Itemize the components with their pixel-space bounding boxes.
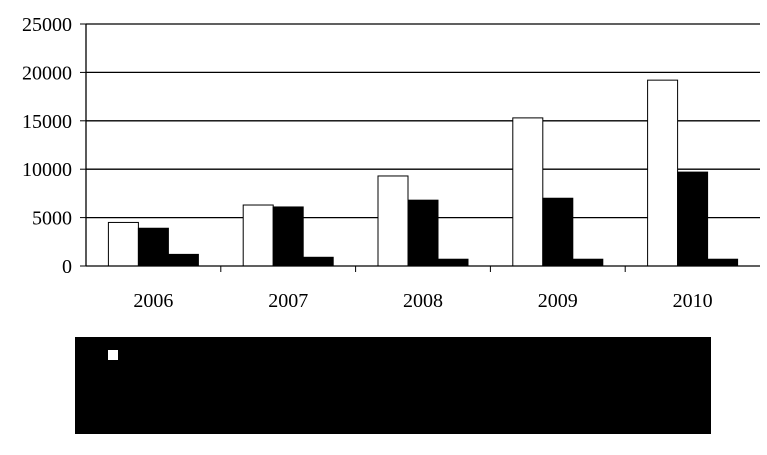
x-tick-label-2006: 2006 bbox=[133, 290, 173, 312]
bar-2009-series-3 bbox=[572, 258, 604, 267]
axes bbox=[80, 23, 760, 272]
bar-2007-series-3 bbox=[302, 256, 334, 267]
bars bbox=[107, 79, 739, 267]
y-tick-label-0: 0 bbox=[62, 256, 72, 278]
bar-2006-series-3 bbox=[167, 253, 199, 267]
x-tick-label-2007: 2007 bbox=[268, 290, 308, 312]
bar-2009-series-2 bbox=[542, 197, 574, 267]
x-tick-label-2008: 2008 bbox=[403, 290, 443, 312]
bar-2006-series-1 bbox=[107, 221, 139, 267]
y-tick-label-5000: 5000 bbox=[32, 208, 72, 230]
bar-2008-series-2 bbox=[407, 199, 439, 267]
y-tick-label-10000: 10000 bbox=[22, 159, 72, 181]
y-tick-label-15000: 15000 bbox=[22, 111, 72, 133]
x-tick-label-2009: 2009 bbox=[538, 290, 578, 312]
y-tick-labels: 0 5000 10000 15000 20000 25000 bbox=[22, 14, 72, 278]
bar-2006-series-2 bbox=[137, 227, 169, 267]
bar-2009-series-1 bbox=[512, 117, 544, 267]
bar-2008-series-1 bbox=[377, 175, 409, 267]
bar-2010-series-3 bbox=[707, 258, 739, 267]
bar-2010-series-1 bbox=[647, 79, 679, 267]
bar-2010-series-2 bbox=[677, 171, 709, 267]
x-tick-label-2010: 2010 bbox=[673, 290, 713, 312]
y-tick-label-20000: 20000 bbox=[22, 62, 72, 84]
legend bbox=[75, 337, 711, 434]
bar-2007-series-2 bbox=[272, 206, 304, 267]
bar-2008-series-3 bbox=[437, 258, 469, 267]
x-tick-labels: 2006 2007 2008 2009 2010 bbox=[133, 290, 712, 312]
y-tick-label-25000: 25000 bbox=[22, 14, 72, 36]
bar-2007-series-1 bbox=[242, 204, 274, 267]
legend-swatch-series-1 bbox=[107, 349, 119, 361]
